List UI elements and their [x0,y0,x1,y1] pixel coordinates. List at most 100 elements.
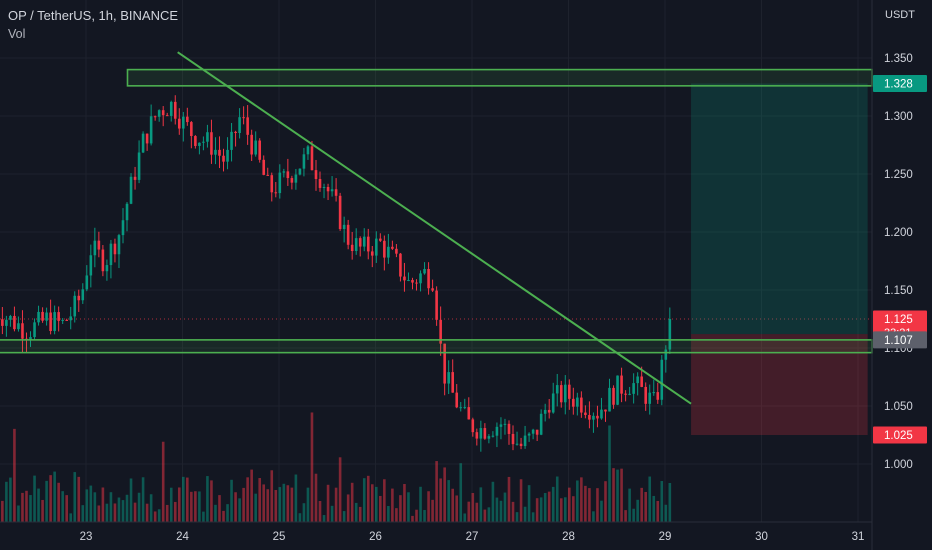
stop-price-badge[interactable] [873,426,927,444]
volume-bar [153,511,157,522]
volume-bar [161,441,165,522]
candle-body [588,415,591,420]
candle-body [250,134,253,155]
volume-bar [81,505,85,522]
candle-body [186,116,189,123]
candle-body [547,409,551,413]
candle-body [656,392,660,400]
candle-body [226,149,229,162]
price-axis[interactable]: 1.3501.3001.2501.2001.1501.1001.0501.000… [871,0,927,550]
time-axis[interactable]: 23 24 25 26 27 28 29 30 31 [0,521,872,543]
candle-body [49,312,52,332]
candle-body [53,312,56,332]
candle-body [499,424,503,427]
target-price-badge[interactable] [873,75,927,93]
volume-bar [330,505,334,522]
volume-bar [435,461,438,522]
volume-bar [572,496,575,522]
volume-bar [37,488,40,522]
volume-bar [133,502,137,522]
support-zone[interactable] [0,339,873,354]
volume-bar [648,476,652,522]
volume-bar [262,484,266,522]
candle-body [503,423,507,425]
price-tick-label: 1.300 [884,111,913,123]
candle-body [624,393,627,395]
volume-bar [290,487,294,522]
candle-body [555,385,559,394]
take-profit-zone[interactable] [691,83,868,335]
volume-bar [559,498,563,522]
volume-bar [463,513,467,522]
volume-legend[interactable]: Vol [8,27,26,41]
volume-bar [576,480,579,522]
volume-bar [41,499,44,522]
entry-price-label: 1.107 [884,335,913,347]
last-price-label: 1.125 [884,314,913,326]
long-position-tool[interactable] [691,83,868,435]
volume-bar [427,491,430,522]
candle-body [383,240,386,258]
volume-bar [206,476,209,522]
candle-body [551,393,555,413]
candle-body [270,175,274,193]
candle-body [523,435,527,447]
price-tick-label: 1.150 [884,285,913,297]
time-tick-label: 31 [852,531,865,543]
candle-body [399,253,402,277]
candle-body [5,319,8,326]
time-tick-label: 29 [659,531,672,543]
candle-body [334,189,338,196]
volume-bar [113,503,117,522]
volume-bar [580,477,583,522]
candle-body [519,443,523,447]
volume-bar [97,505,101,522]
stop-loss-zone[interactable] [691,334,868,435]
volume-bar [584,485,587,522]
entry-price-badge[interactable] [873,331,927,349]
volume-bar [379,495,382,522]
volume-bar [636,499,639,522]
candle-body [419,273,422,284]
candle-body [17,323,20,330]
candle-body [596,415,599,419]
candle-body [121,220,125,236]
candle-body [218,149,221,156]
candle-body [608,387,611,412]
volume-bar [519,479,523,522]
volume-bar [5,481,8,522]
candle-body [451,372,454,393]
volume-bar [177,487,181,522]
candle-body [182,116,185,129]
candle-body [664,349,668,360]
volume-bar [415,509,418,522]
candle-body [338,195,342,230]
volume-bar [149,494,153,522]
time-tick-label: 23 [80,531,93,543]
candle-body [113,243,117,255]
volume-bar [173,501,177,522]
volume-bar [495,497,499,522]
volume-bar [628,488,631,522]
downtrend-line[interactable] [177,51,692,405]
candle-body [298,168,302,175]
volume-bar [125,494,129,522]
volume-bar [49,475,52,522]
volume-bar [45,480,48,522]
resistance-zone[interactable] [126,68,873,87]
candle-body [354,238,358,252]
symbol-title[interactable]: OP / TetherUS, 1h, BINANCE [8,8,179,23]
candle-body [37,311,40,323]
drawing-layer[interactable] [0,51,873,405]
volume-bar [117,497,121,522]
volume-bar [592,511,595,522]
volume-bar [61,491,64,522]
volume-bar [246,477,249,522]
candle-body [580,397,583,413]
volume-bar [234,492,237,522]
volume-bar [354,502,358,522]
candle-body [65,319,68,321]
candle-body [230,131,233,150]
volume-bar [551,486,555,522]
